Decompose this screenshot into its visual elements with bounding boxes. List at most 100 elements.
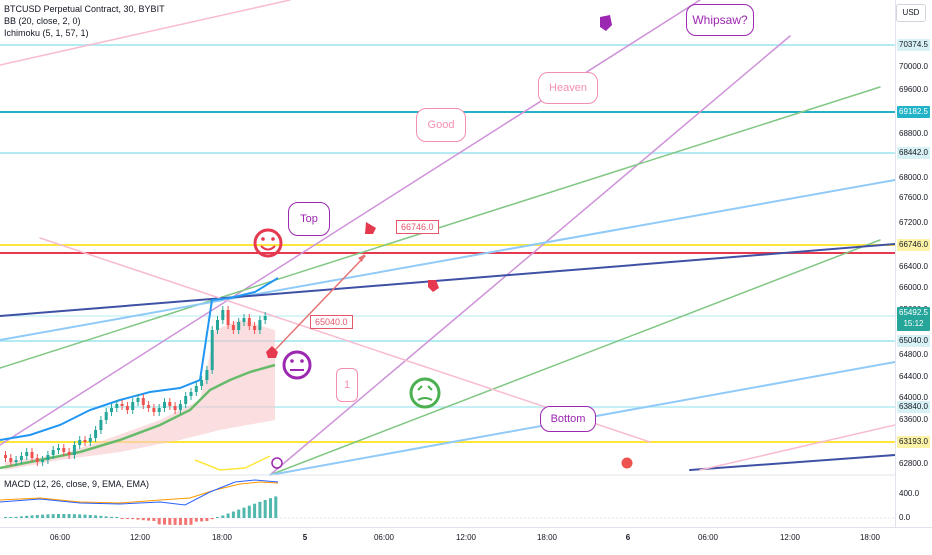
macd-bar xyxy=(78,514,82,518)
time-axis-label: 12:00 xyxy=(129,533,151,542)
price-axis-label: 68000.0 xyxy=(899,173,928,182)
candle xyxy=(147,405,151,408)
hand-pointer-icon xyxy=(600,15,612,31)
macd-bar xyxy=(152,518,156,522)
candle xyxy=(216,320,219,330)
macd-bar xyxy=(210,518,214,520)
candle xyxy=(163,402,166,408)
candles xyxy=(4,306,267,466)
candle xyxy=(19,456,23,460)
macd-bar xyxy=(83,514,87,518)
macd-bar xyxy=(242,507,246,518)
price-axis-label: 67600.0 xyxy=(899,193,928,202)
time-axis[interactable] xyxy=(0,527,932,551)
legend-ichimoku[interactable]: Ichimoku (5, 1, 57, 1) xyxy=(4,28,89,38)
macd-bar xyxy=(237,509,241,518)
macd-pane xyxy=(0,474,895,525)
candle xyxy=(152,408,156,412)
candle xyxy=(62,448,66,452)
candle xyxy=(131,402,135,410)
candle xyxy=(46,455,50,460)
candle xyxy=(125,406,129,410)
candle xyxy=(57,448,60,450)
price-box-low[interactable]: 65040.0 xyxy=(310,315,353,329)
ichimoku-cloud xyxy=(5,320,275,470)
price-level-tag: 68442.0 xyxy=(897,147,930,159)
macd-bar xyxy=(67,514,71,518)
candle xyxy=(253,326,257,330)
annotation-good[interactable]: Good xyxy=(416,108,466,142)
macd-bar xyxy=(168,518,172,525)
macd-bar xyxy=(110,516,113,518)
candle xyxy=(4,455,7,458)
bar-countdown: 15:12 xyxy=(903,319,924,328)
candle xyxy=(247,318,251,326)
time-axis-label: 12:00 xyxy=(779,533,801,542)
macd-bar xyxy=(41,514,45,518)
price-level-tag: 63193.0 xyxy=(897,436,930,448)
legend-bb[interactable]: BB (20, close, 2, 0) xyxy=(4,16,81,26)
current-price-tag: 65492.5 15:12 xyxy=(897,307,930,331)
macd-bar xyxy=(94,515,98,518)
price-box-high[interactable]: 66746.0 xyxy=(396,220,439,234)
candle xyxy=(67,452,71,455)
candle xyxy=(9,458,13,462)
candle xyxy=(205,370,209,380)
annotation-heaven[interactable]: Heaven xyxy=(538,72,598,104)
price-axis-label: 66400.0 xyxy=(899,262,928,271)
currency-button[interactable]: USD xyxy=(896,4,926,22)
candle xyxy=(14,460,18,462)
time-axis-label: 18:00 xyxy=(859,533,881,542)
annotation-whipsaw[interactable]: Whipsaw? xyxy=(686,4,754,36)
macd-bar xyxy=(99,515,103,518)
macd-bar xyxy=(72,514,76,518)
macd-bar xyxy=(57,514,60,518)
macd-bar xyxy=(136,518,140,520)
trend-lines[interactable] xyxy=(0,0,896,476)
time-axis-label: 06:00 xyxy=(373,533,395,542)
candle xyxy=(88,438,92,442)
macd-bar xyxy=(263,499,267,518)
candle xyxy=(78,440,82,445)
macd-bar xyxy=(115,517,119,518)
price-axis-label: 64400.0 xyxy=(899,372,928,381)
candle xyxy=(237,322,241,330)
candle xyxy=(30,452,34,458)
macd-bar xyxy=(258,501,262,518)
macd-bar xyxy=(131,518,135,520)
candle xyxy=(115,404,119,408)
macd-bar xyxy=(9,517,13,518)
price-axis-label: 62800.0 xyxy=(899,459,928,468)
price-level-tag: 69182.5 xyxy=(897,106,930,118)
price-level-tag: 70374.5 xyxy=(897,39,930,51)
macd-bar xyxy=(216,517,219,518)
indicator-lines xyxy=(0,277,279,471)
candle xyxy=(94,430,98,438)
annotation-top[interactable]: Top xyxy=(288,202,330,236)
macd-bar xyxy=(189,518,193,525)
macd-histogram xyxy=(4,496,278,525)
candle xyxy=(41,460,45,462)
time-axis-label: 06:00 xyxy=(49,533,71,542)
annotation-one[interactable]: 1 xyxy=(336,368,358,402)
price-axis-label: 70000.0 xyxy=(899,62,928,71)
hand-pointer-icon xyxy=(266,222,439,358)
macd-bar xyxy=(200,518,204,522)
price-level-tag: 63840.0 xyxy=(897,401,930,413)
annotation-bottom[interactable]: Bottom xyxy=(540,406,596,432)
macd-bar xyxy=(35,514,39,518)
candle xyxy=(200,380,204,386)
legend-macd[interactable]: MACD (12, 26, close, 9, EMA, EMA) xyxy=(4,479,150,489)
happy-face-icon xyxy=(253,228,283,258)
price-axis-label: 66000.0 xyxy=(899,283,928,292)
macd-bar xyxy=(247,505,251,518)
price-axis-label: 67200.0 xyxy=(899,218,928,227)
neutral-face-icon xyxy=(282,350,312,380)
macd-bar xyxy=(178,518,182,525)
macd-line xyxy=(0,479,279,506)
macd-bar xyxy=(157,518,161,525)
time-axis-label: 18:00 xyxy=(211,533,233,542)
macd-bar xyxy=(88,514,92,518)
